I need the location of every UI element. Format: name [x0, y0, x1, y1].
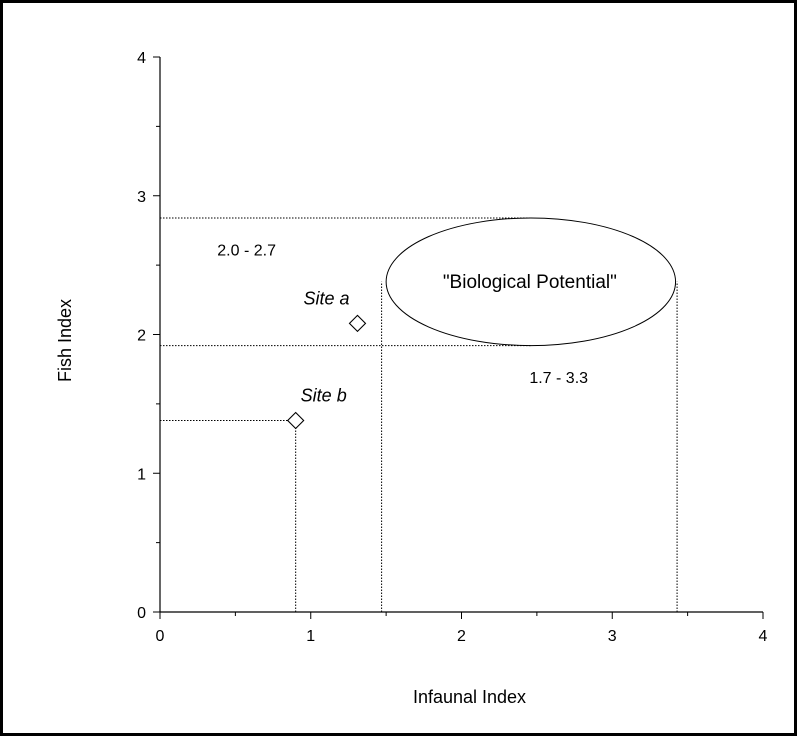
x-tick-label: 1 — [306, 628, 315, 645]
y-tick-label: 3 — [137, 189, 146, 206]
biological-potential-region: "Biological Potential" — [385, 217, 677, 347]
x-tick-label: 4 — [759, 628, 768, 645]
site-marker — [348, 314, 367, 333]
y-tick-label: 0 — [137, 605, 146, 622]
x-tick-label: 3 — [608, 628, 617, 645]
axes: 0 1 2 3 4 0 1 2 3 4 Infaunal Index Fish Index — [55, 50, 768, 707]
x-axis-title: Infaunal Index — [413, 687, 526, 707]
range-annotation: 2.0 - 2.7 — [217, 242, 276, 259]
site-label: Site a — [303, 288, 349, 308]
y-tick-label: 2 — [137, 328, 146, 345]
site-marker — [286, 411, 305, 430]
x-tick-label: 0 — [156, 628, 165, 645]
data-points: Site a Site b — [286, 288, 367, 430]
range-annotation: 1.7 - 3.3 — [529, 370, 588, 387]
chart-labels: 2.0 - 2.7 1.7 - 3.3 — [217, 242, 588, 387]
reference-lines — [160, 217, 678, 612]
biological-potential-label: "Biological Potential" — [443, 272, 617, 293]
y-tick-label: 4 — [137, 50, 146, 67]
y-tick-label: 1 — [137, 466, 146, 483]
y-axis-title: Fish Index — [55, 299, 75, 382]
site-label: Site b — [301, 386, 347, 406]
x-tick-label: 2 — [457, 628, 466, 645]
scatter-chart: 0 1 2 3 4 0 1 2 3 4 Infaunal Index Fish Index "Biol… — [55, 50, 768, 707]
biological-potential-ellipse — [385, 217, 677, 347]
